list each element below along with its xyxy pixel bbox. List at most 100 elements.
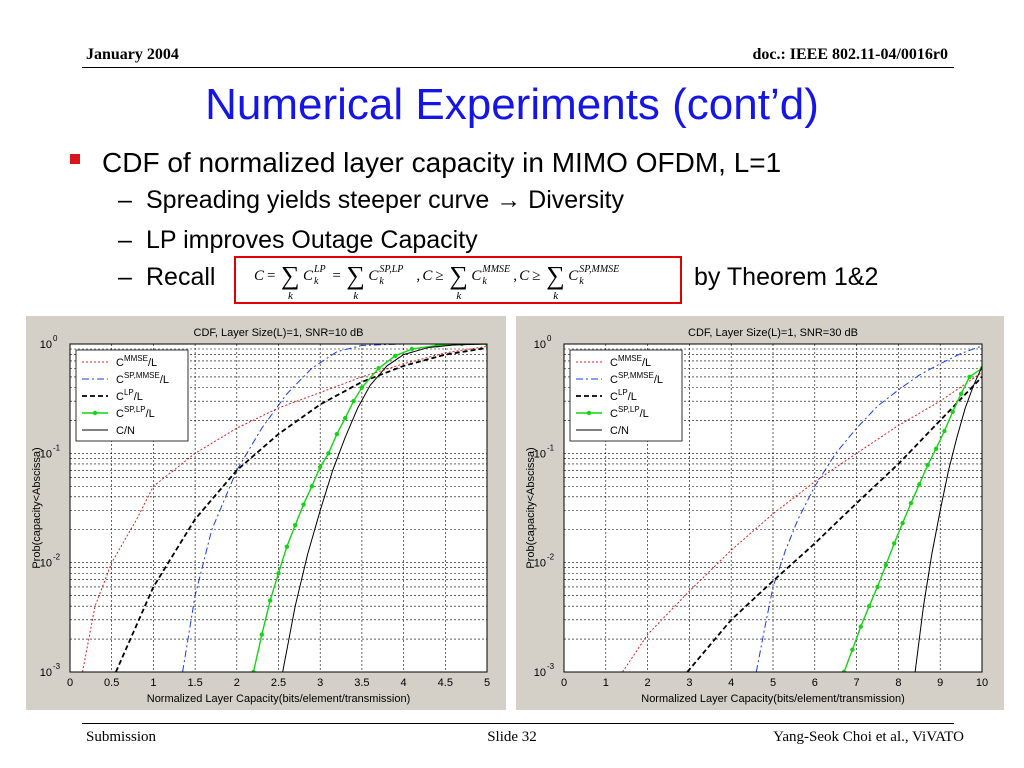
x-tick-label: 1 [150, 677, 156, 689]
series-marker [484, 344, 487, 347]
legend-entry: CLP/L [610, 388, 637, 403]
legend-box [569, 349, 683, 442]
summation-symbol: ∑ [546, 261, 565, 290]
series-marker [301, 502, 306, 507]
x-tick-label: 5 [770, 677, 776, 689]
formula-operator: ≥ [435, 268, 443, 284]
y-tick-label: 10 [534, 448, 546, 460]
x-tick-label: 9 [937, 677, 943, 689]
series-marker [841, 669, 847, 672]
series-marker [259, 632, 265, 637]
series-line-1 [755, 345, 982, 672]
x-tick-label: 2.5 [271, 677, 286, 689]
formula-superscript: MMSE [481, 264, 510, 275]
summation-index: k [553, 290, 559, 302]
sub-bullet-text: Spreading yields steeper curve → Diversi… [146, 186, 624, 214]
sub-bullet: – LP improves Outage Capacity [118, 226, 478, 255]
formula-operator: = [332, 268, 340, 284]
y-tick-exponent: -3 [547, 662, 555, 671]
series-marker [908, 500, 914, 506]
series-marker [942, 428, 947, 434]
legend-marker [92, 410, 98, 416]
y-tick-exponent: -1 [53, 443, 61, 452]
formula-symbol: C [368, 268, 379, 284]
y-tick-exponent: -1 [547, 443, 555, 452]
x-tick-label: 5 [484, 677, 490, 689]
x-tick-label: 8 [895, 677, 901, 689]
formula-superscript: SP,MMSE [579, 264, 619, 275]
series-marker [875, 584, 880, 590]
formula-operator: , [416, 268, 420, 284]
y-axis-label: Prob(capacity<Abscissa) [525, 447, 537, 568]
chart-title: CDF, Layer Size(L)=1, SNR=10 dB [194, 327, 364, 339]
series-line-1 [182, 344, 404, 672]
y-tick-label: 10 [534, 667, 546, 679]
formula-subscript: k [482, 276, 487, 287]
series-line-2 [686, 376, 982, 672]
series-marker [276, 571, 281, 576]
series-marker [334, 431, 340, 437]
formula-symbol: C [254, 268, 265, 284]
y-tick-exponent: 0 [53, 334, 58, 343]
series-line-4 [914, 366, 982, 672]
legend-entry: CLP/L [116, 388, 143, 403]
series-line-0 [82, 345, 487, 672]
x-tick-label: 3.5 [354, 677, 369, 689]
formula-box: C = ∑ k C LP k = ∑ k C SP,LP k, C ≥ ∑ k C MMSE k, C ≥ ∑ k C SP,MM… [234, 256, 682, 304]
y-tick-exponent: -2 [547, 553, 555, 562]
x-tick-label: 4 [401, 677, 407, 689]
y-tick-label: 10 [534, 558, 546, 570]
formula-symbol: C [568, 268, 579, 284]
series-marker [958, 391, 964, 397]
dash-icon: – [118, 186, 132, 214]
y-tick-label: 10 [40, 667, 52, 679]
main-bullet-text: CDF of normalized layer capacity in MIMO… [102, 147, 782, 178]
y-tick-label: 10 [40, 448, 52, 460]
series-marker [351, 398, 356, 404]
x-tick-label: 6 [812, 677, 818, 689]
series-line-3 [252, 344, 487, 672]
formula-subscript: k [579, 276, 584, 287]
summation-index: k [353, 290, 359, 302]
cdf-chart-snr-30db: CDF, Layer Size(L)=1, SNR=30 dB 0 1 2 3 4 5 6 7 8… [516, 316, 1004, 710]
sub-bullet-text: LP improves Outage Capacity [146, 226, 478, 254]
cdf-chart-snr-10db: CDF, Layer Size(L)=1, SNR=10 dB 0 0.5 1 1.5 2… [26, 316, 506, 710]
y-tick-label: 10 [40, 339, 52, 351]
series-marker [326, 451, 331, 456]
legend-entry: C/N [610, 425, 629, 437]
series-marker [284, 544, 290, 549]
formula-operator: = [267, 268, 275, 284]
x-tick-label: 1.5 [187, 677, 202, 689]
series-marker [292, 523, 298, 528]
formula-operator: ≥ [532, 268, 540, 284]
footer-author: Yang-Seok Choi et al., ViVATO [773, 729, 964, 745]
x-tick-label: 0 [67, 677, 73, 689]
x-tick-label: 7 [854, 677, 860, 689]
series-line-0 [622, 371, 982, 672]
x-tick-label: 1 [603, 677, 609, 689]
x-axis-label: Normalized Layer Capacity(bits/element/t… [147, 693, 410, 705]
series-marker [850, 647, 855, 652]
header-doc-id: doc.: IEEE 802.11-04/0016r0 [752, 46, 948, 63]
slide-title: Numerical Experiments (cont’d) [205, 80, 819, 129]
legend-marker [586, 410, 592, 416]
summation-symbol: ∑ [449, 261, 468, 290]
sub-bullet-text: Recall [146, 263, 216, 291]
formula-symbol: C [519, 268, 530, 284]
y-tick-label: 10 [40, 558, 52, 570]
formula-superscript: SP,LP [379, 264, 403, 275]
formula-symbol: C [471, 268, 482, 284]
sub-bullet: – Spreading yields steeper curve → Divers… [118, 186, 624, 215]
plot-frame [69, 343, 488, 673]
series-line-4 [282, 344, 487, 672]
series-marker [409, 346, 415, 352]
plot-frame [563, 343, 983, 673]
legend-entry: C/N [116, 425, 135, 437]
series-marker [950, 409, 955, 414]
series-marker [967, 374, 972, 380]
theorem-reference: by Theorem 1&2 [694, 263, 879, 291]
footer-submission: Submission [86, 729, 157, 745]
y-axis-label: Prob(capacity<Abscissa) [31, 447, 43, 568]
y-tick-exponent: 0 [547, 334, 552, 343]
